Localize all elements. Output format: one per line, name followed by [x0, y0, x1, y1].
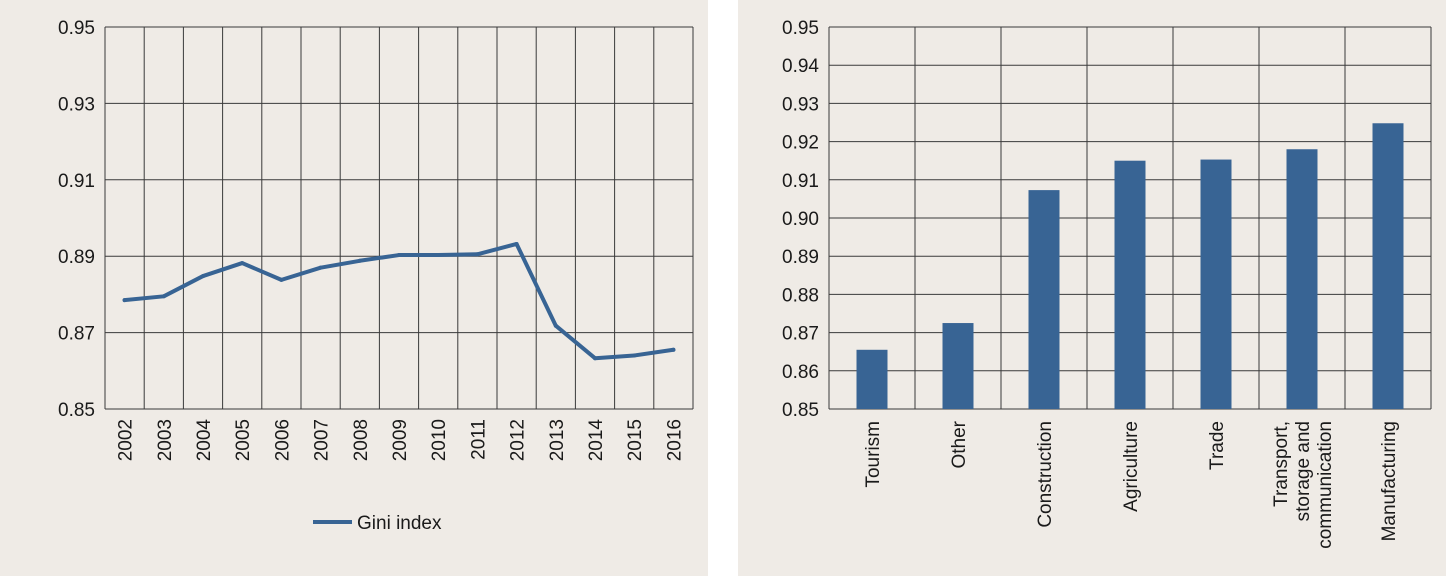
- x-tick-label: 2002: [116, 419, 137, 461]
- x-tick-label: 2009: [390, 419, 411, 461]
- x-category-label: Trade: [1207, 421, 1228, 470]
- x-tick-label: 2016: [664, 419, 685, 461]
- data-point: [357, 258, 362, 263]
- x-tick-label: 2015: [625, 419, 646, 461]
- y-tick-label: 0.94: [782, 56, 819, 77]
- data-point: [436, 253, 441, 258]
- data-point: [161, 294, 166, 299]
- bar: [856, 349, 888, 409]
- x-tick-label: 2005: [233, 419, 254, 461]
- data-point: [240, 261, 245, 266]
- x-category-label-line: storage and: [1293, 421, 1314, 521]
- x-category-label-line: Tourism: [863, 421, 884, 488]
- x-tick-label: 2003: [155, 419, 176, 461]
- x-category-label-line: Other: [949, 420, 970, 468]
- gini-index-line: [122, 241, 676, 361]
- y-tick-label: 0.95: [782, 18, 819, 39]
- x-tick-label: 2011: [468, 419, 489, 460]
- x-category-label-line: communication: [1315, 421, 1336, 549]
- x-tick-label: 2013: [547, 419, 568, 461]
- y-tick-label: 0.87: [58, 324, 95, 345]
- bar: [1286, 149, 1318, 410]
- x-tick-label: 2004: [194, 419, 215, 462]
- y-tick-label: 0.93: [58, 94, 95, 115]
- y-tick-label: 0.93: [782, 94, 819, 115]
- y-tick-label: 0.89: [58, 247, 95, 268]
- x-category-label-line: Manufacturing: [1379, 421, 1400, 541]
- y-tick-label: 0.95: [58, 18, 95, 39]
- legend-label: Gini index: [357, 513, 442, 534]
- x-category-label-line: Construction: [1035, 421, 1056, 528]
- data-point: [593, 356, 597, 361]
- x-category-label: Construction: [1035, 421, 1056, 528]
- x-category-label: Transport, storage and communication: [1271, 421, 1336, 549]
- x-tick-label: 2006: [272, 419, 293, 461]
- bar-chart-panel: 0.85 0.86 0.87 0.88 0.89 0.90 0.91 0.92 0.93 0.94…: [738, 0, 1446, 576]
- y-tick-label: 0.91: [58, 171, 95, 192]
- data-point: [671, 347, 676, 352]
- y-tick-label: 0.87: [782, 324, 819, 345]
- data-point: [475, 252, 480, 257]
- x-category-label: Agriculture: [1121, 421, 1142, 512]
- x-category-label: Manufacturing: [1379, 421, 1400, 541]
- y-tick-label: 0.89: [782, 247, 819, 268]
- y-tick-label: 0.86: [782, 362, 819, 383]
- y-tick-label: 0.92: [782, 133, 819, 154]
- data-point: [632, 353, 637, 358]
- data-point: [553, 323, 558, 328]
- bar: [1028, 190, 1060, 409]
- x-tick-label: 2007: [312, 419, 333, 461]
- data-point: [397, 253, 401, 258]
- bar: [1200, 159, 1232, 409]
- bar: [942, 323, 974, 409]
- sector-bar-chart: 0.85 0.86 0.87 0.88 0.89 0.90 0.91 0.92 0.93 0.94…: [782, 18, 1432, 549]
- bar: [1114, 160, 1146, 409]
- x-category-label-line: Agriculture: [1121, 421, 1142, 512]
- data-point: [279, 277, 284, 282]
- x-tick-label: 2014: [586, 419, 607, 462]
- x-category-label: Tourism: [863, 421, 884, 488]
- x-tick-label: 2008: [351, 419, 372, 461]
- data-point: [122, 298, 127, 303]
- y-tick-label: 0.91: [782, 171, 819, 192]
- data-point: [514, 241, 519, 246]
- x-category-label-line: Transport,: [1271, 421, 1292, 507]
- data-point: [318, 265, 323, 270]
- y-tick-label: 0.85: [782, 400, 819, 421]
- line-chart-panel: 0.85 0.87 0.89 0.91 0.93 0.95 2002 2003 2004 2005…: [0, 0, 708, 576]
- bar: [1372, 123, 1404, 409]
- x-category-label: Other: [949, 420, 970, 468]
- gini-line-chart: 0.85 0.87 0.89 0.91 0.93 0.95 2002 2003 2004 2005…: [58, 18, 694, 534]
- x-category-label-line: Trade: [1207, 421, 1228, 470]
- y-tick-label: 0.85: [58, 400, 95, 421]
- x-tick-label: 2012: [508, 419, 529, 461]
- y-tick-label: 0.88: [782, 285, 819, 306]
- x-tick-label: 2010: [429, 419, 450, 461]
- y-tick-label: 0.90: [782, 209, 819, 230]
- data-point: [201, 274, 205, 279]
